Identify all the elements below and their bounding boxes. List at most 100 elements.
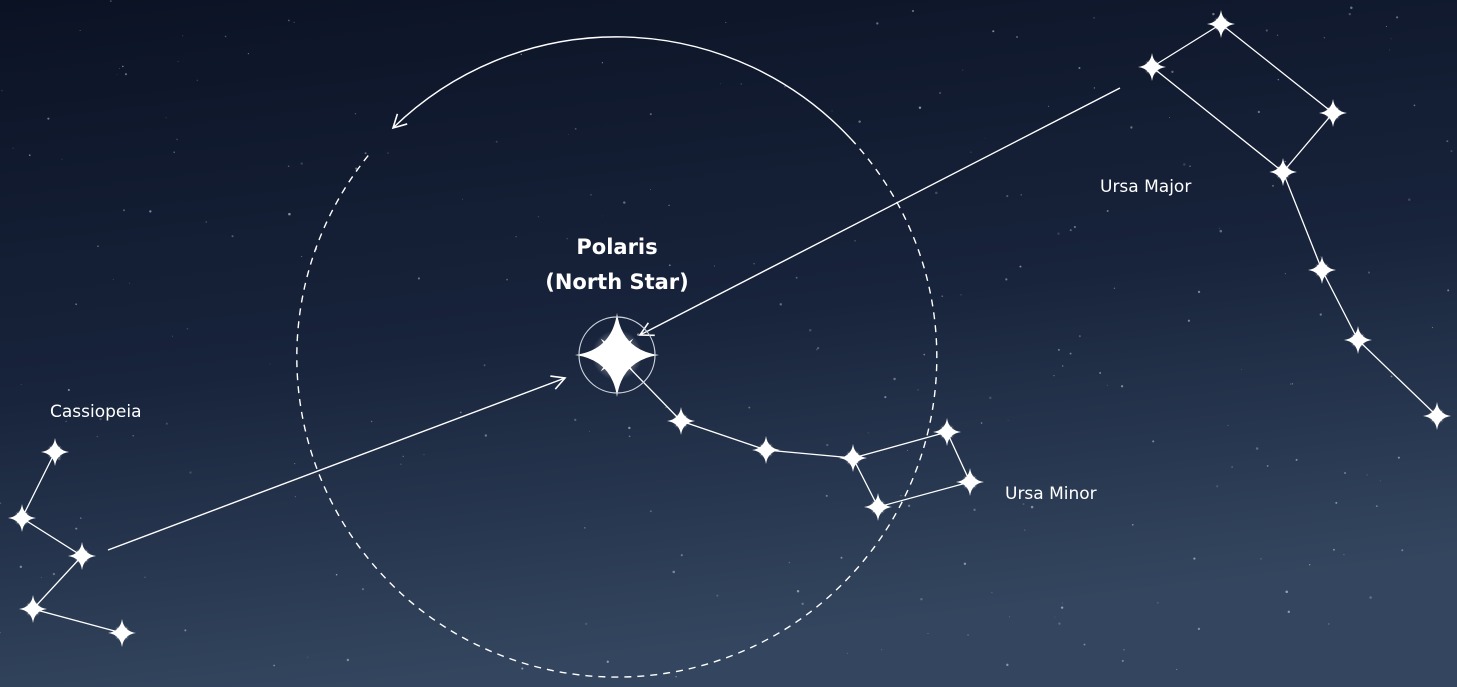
faint-star bbox=[923, 354, 925, 356]
faint-star bbox=[967, 634, 969, 636]
faint-star bbox=[1389, 49, 1390, 50]
faint-star bbox=[1391, 38, 1392, 39]
faint-star bbox=[1288, 611, 1290, 613]
faint-star bbox=[928, 633, 929, 634]
faint-star bbox=[273, 665, 275, 667]
faint-star bbox=[1123, 649, 1125, 651]
faint-star bbox=[1386, 26, 1387, 27]
faint-star bbox=[1189, 166, 1190, 167]
faint-star bbox=[1266, 29, 1268, 31]
faint-star bbox=[665, 407, 666, 408]
faint-star bbox=[166, 423, 168, 425]
faint-star bbox=[566, 238, 568, 240]
faint-star bbox=[920, 598, 922, 600]
faint-star bbox=[20, 566, 22, 568]
faint-star bbox=[1292, 383, 1293, 384]
faint-star bbox=[248, 53, 249, 54]
background bbox=[0, 0, 1457, 687]
faint-star bbox=[1009, 616, 1010, 617]
faint-star bbox=[1099, 372, 1101, 374]
faint-star bbox=[1084, 644, 1086, 646]
faint-star bbox=[985, 138, 986, 139]
faint-star bbox=[1216, 485, 1218, 487]
faint-star bbox=[176, 139, 178, 141]
faint-star bbox=[797, 590, 799, 592]
faint-star bbox=[1132, 524, 1134, 526]
faint-star bbox=[1107, 385, 1108, 386]
faint-star bbox=[1376, 505, 1378, 507]
faint-star bbox=[607, 661, 609, 663]
faint-star bbox=[973, 509, 975, 511]
faint-star bbox=[294, 22, 295, 23]
faint-star bbox=[197, 80, 199, 82]
faint-star bbox=[789, 562, 791, 564]
faint-star bbox=[801, 603, 803, 605]
faint-star bbox=[1278, 79, 1279, 80]
faint-star bbox=[1093, 17, 1094, 18]
faint-star bbox=[1078, 67, 1080, 69]
faint-star bbox=[1130, 126, 1132, 128]
faint-star bbox=[1228, 425, 1229, 426]
faint-star bbox=[1057, 233, 1059, 235]
faint-star bbox=[400, 463, 402, 465]
faint-star bbox=[484, 364, 486, 366]
faint-star bbox=[796, 277, 798, 279]
faint-star bbox=[301, 256, 302, 257]
faint-star bbox=[1152, 440, 1154, 442]
faint-star bbox=[149, 210, 151, 212]
faint-star bbox=[876, 22, 878, 24]
faint-star bbox=[1070, 229, 1072, 231]
faint-star bbox=[1320, 256, 1321, 257]
faint-star bbox=[574, 419, 576, 421]
polaris-subtitle: (North Star) bbox=[545, 270, 689, 294]
faint-star bbox=[1020, 266, 1022, 268]
faint-star bbox=[725, 22, 726, 23]
faint-star bbox=[1414, 105, 1416, 107]
faint-star bbox=[716, 595, 718, 597]
faint-star bbox=[75, 303, 77, 305]
faint-star bbox=[307, 657, 308, 658]
faint-star bbox=[991, 592, 992, 593]
faint-star bbox=[841, 557, 843, 559]
faint-star bbox=[129, 283, 130, 284]
faint-star bbox=[939, 92, 941, 94]
faint-star bbox=[1058, 623, 1060, 625]
faint-star bbox=[628, 427, 630, 429]
faint-star bbox=[858, 120, 860, 122]
faint-star bbox=[1285, 273, 1286, 274]
faint-star bbox=[1020, 194, 1022, 196]
faint-star bbox=[13, 148, 14, 149]
faint-star bbox=[1006, 195, 1008, 197]
faint-star bbox=[1094, 87, 1095, 88]
faint-star bbox=[917, 389, 919, 391]
faint-star bbox=[1006, 664, 1008, 666]
faint-star bbox=[881, 649, 882, 650]
faint-star bbox=[1272, 185, 1274, 187]
faint-star bbox=[1074, 226, 1076, 228]
faint-star bbox=[187, 328, 189, 330]
faint-star bbox=[1062, 365, 1063, 366]
faint-star bbox=[623, 201, 625, 203]
faint-star bbox=[119, 68, 120, 69]
faint-star bbox=[1368, 272, 1370, 274]
faint-star bbox=[602, 62, 603, 63]
faint-star bbox=[288, 20, 290, 22]
faint-star bbox=[123, 209, 125, 211]
faint-star bbox=[110, 0, 112, 2]
faint-star bbox=[1432, 327, 1433, 328]
faint-star bbox=[1061, 606, 1063, 608]
faint-star bbox=[172, 336, 173, 337]
faint-star bbox=[75, 528, 77, 530]
faint-star bbox=[900, 495, 901, 496]
faint-star bbox=[675, 676, 677, 678]
faint-star bbox=[1241, 369, 1242, 370]
constellation-label: Ursa Major bbox=[1100, 177, 1191, 197]
faint-star bbox=[1220, 230, 1223, 233]
faint-star bbox=[21, 384, 22, 385]
faint-star bbox=[1369, 596, 1372, 599]
faint-star bbox=[1188, 320, 1190, 322]
faint-star bbox=[232, 235, 234, 237]
faint-star bbox=[1193, 558, 1195, 560]
faint-star bbox=[1054, 617, 1055, 618]
faint-star bbox=[496, 141, 498, 143]
